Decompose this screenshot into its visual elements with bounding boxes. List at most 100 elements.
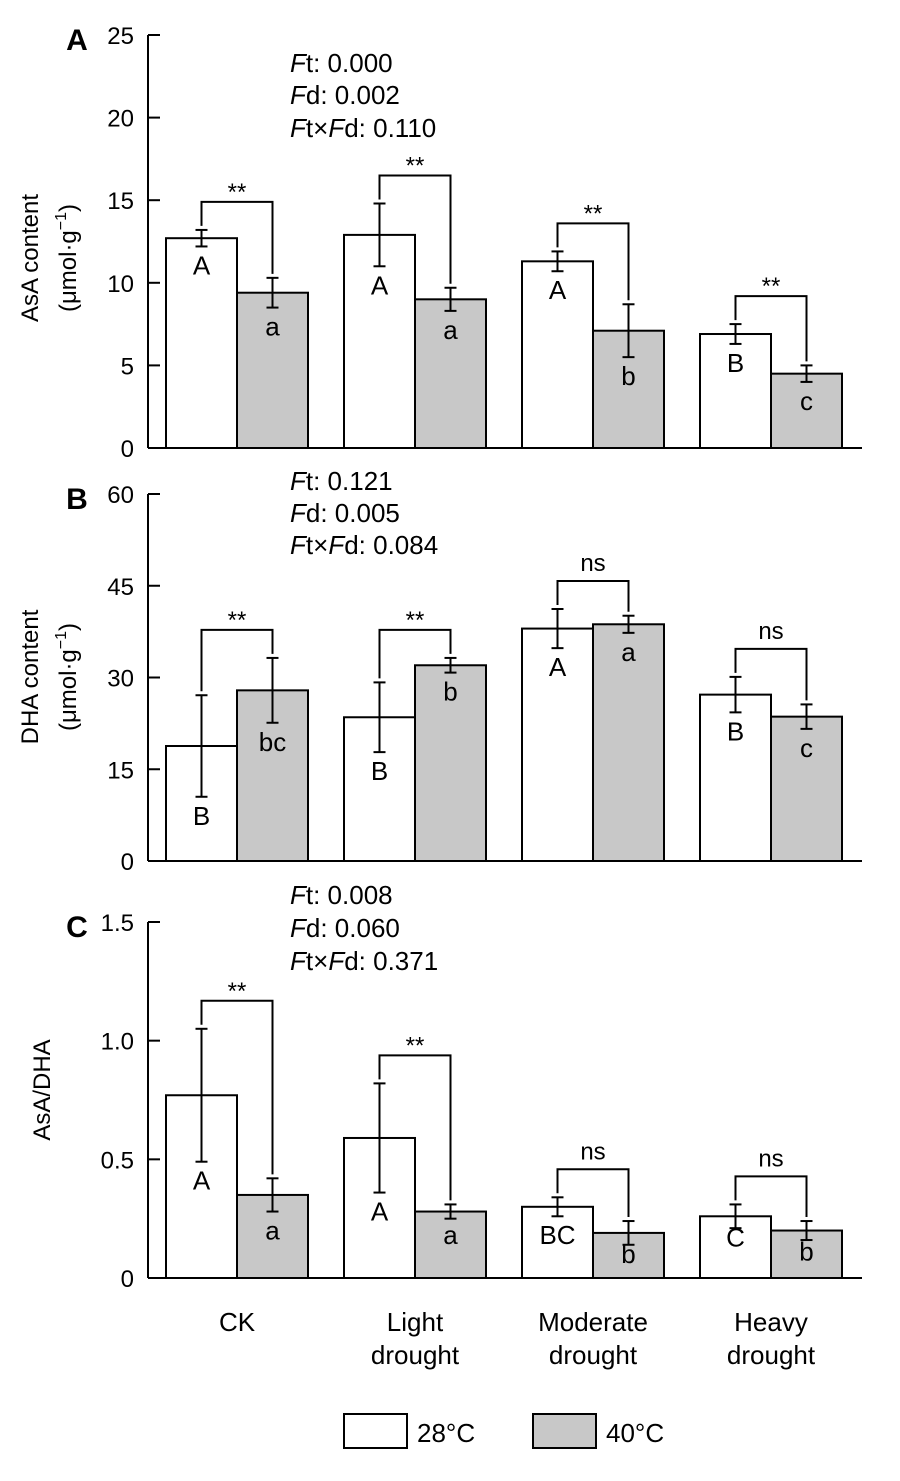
significance-label: **	[406, 607, 425, 634]
legend: 28°C 40°C	[343, 1413, 664, 1449]
y-tick-label: 10	[107, 271, 134, 298]
group-letter: a	[443, 1220, 458, 1250]
bar	[521, 627, 594, 862]
stats-factor: F	[328, 113, 346, 143]
y-tick-label: 1.0	[101, 1029, 134, 1056]
group-letter: b	[621, 361, 635, 391]
stats-text: d: 0.110	[344, 113, 436, 143]
stats-factor: F	[290, 880, 308, 910]
significance-bracket	[200, 200, 274, 274]
stats-text: t: 0.000	[306, 48, 393, 78]
x-category-label: drought	[727, 1340, 816, 1370]
bar	[236, 1193, 309, 1280]
legend-label: 28°C	[417, 1418, 475, 1448]
x-category-label: Heavy	[734, 1307, 808, 1337]
stats-line: Ft×Fd: 0.371	[290, 946, 438, 976]
y-tick-label: 45	[107, 574, 134, 601]
panel-b: B 0 15 30 45 60 DHA content (μmol·g−1) Ft: 0.121…	[17, 466, 862, 876]
y-axis-title: AsA/DHA	[29, 1039, 56, 1140]
x-category-label: Moderate	[538, 1307, 648, 1337]
stats-line: Fd: 0.060	[290, 913, 400, 943]
bar	[236, 291, 309, 449]
significance-bracket	[734, 295, 808, 362]
legend-label: 40°C	[606, 1418, 664, 1448]
group-letter: C	[726, 1222, 745, 1252]
group-letter: B	[727, 348, 744, 378]
y-tick-label: 30	[107, 666, 134, 693]
stats-text: t: 0.121	[306, 466, 393, 496]
legend-swatch	[343, 1413, 408, 1449]
significance-bracket	[378, 174, 452, 284]
stats-factor: F	[290, 913, 308, 943]
bar	[521, 1205, 594, 1280]
bar	[414, 298, 487, 449]
y-axis-unit-base: (μmol·g	[55, 649, 82, 731]
group-letter: b	[443, 677, 457, 707]
group-letter: B	[193, 801, 210, 831]
group-letter: A	[193, 1166, 211, 1196]
x-category-label: drought	[371, 1340, 460, 1370]
group-letter: b	[799, 1237, 813, 1267]
group-letter: a	[621, 637, 636, 667]
group-letter: A	[371, 270, 389, 300]
x-category-labels: CK LightdroughtModeratedroughtHeavydrough…	[219, 1307, 816, 1370]
significance-label: ns	[758, 618, 783, 645]
significance-label: **	[406, 153, 425, 180]
bar	[414, 664, 487, 862]
panel-label: B	[66, 483, 88, 516]
group-letter: c	[800, 733, 813, 763]
stats-text: t×	[306, 113, 328, 143]
group-letter: A	[193, 250, 211, 280]
significance-bracket	[378, 628, 452, 679]
group-letter: a	[265, 1216, 280, 1246]
significance-label: ns	[580, 1138, 605, 1165]
stats-line: Ft: 0.121	[290, 466, 393, 496]
significance-label: **	[228, 607, 247, 634]
significance-bracket	[734, 647, 808, 701]
stats-factor: F	[290, 498, 308, 528]
bar	[770, 372, 843, 449]
bar	[592, 1231, 665, 1279]
group-letter: B	[371, 756, 388, 786]
y-axis-unit-base: (μmol·g	[55, 230, 82, 312]
significance-label: **	[584, 200, 603, 227]
group-letter: A	[371, 1197, 389, 1227]
significance-label: ns	[580, 550, 605, 577]
stats-text: t×	[306, 530, 328, 560]
group-letter: A	[549, 275, 567, 305]
x-category-label: CK	[219, 1307, 256, 1337]
panel-label: A	[66, 24, 88, 57]
bar	[699, 333, 772, 449]
group-letter: a	[265, 312, 280, 342]
y-axis-title: AsA content	[17, 194, 44, 322]
stats-factor: F	[328, 530, 346, 560]
panel-a: A 0 5 10 15 20 25 AsA content (μmol·g−1) Ft: 0.00…	[17, 23, 862, 463]
stats-text: d: 0.084	[344, 530, 438, 560]
stats-text: t×	[306, 946, 328, 976]
y-axis-unit: (μmol·g−1)	[53, 623, 82, 731]
stats-factor: F	[290, 80, 308, 110]
significance-bracket	[556, 222, 630, 301]
significance-bracket	[200, 628, 274, 692]
significance-label: **	[762, 273, 781, 300]
group-letter: bc	[259, 727, 286, 757]
group-letter: c	[800, 386, 813, 416]
stats-text: d: 0.060	[306, 913, 400, 943]
stats-text: d: 0.371	[344, 946, 438, 976]
y-axis-unit: (μmol·g−1)	[53, 204, 82, 312]
y-tick-label: 0	[121, 849, 134, 876]
y-axis-unit-exponent: −1	[53, 631, 70, 649]
group-letter: BC	[539, 1220, 575, 1250]
stats-factor: F	[328, 946, 346, 976]
y-tick-label: 15	[107, 757, 134, 784]
stats-text: d: 0.002	[306, 80, 400, 110]
y-tick-label: 1.5	[101, 910, 134, 937]
stats-factor: F	[290, 530, 308, 560]
significance-label: ns	[758, 1145, 783, 1172]
significance-label: **	[228, 978, 247, 1005]
stats-line: Ft: 0.008	[290, 880, 393, 910]
bar	[343, 233, 416, 449]
significance-label: **	[406, 1032, 425, 1059]
